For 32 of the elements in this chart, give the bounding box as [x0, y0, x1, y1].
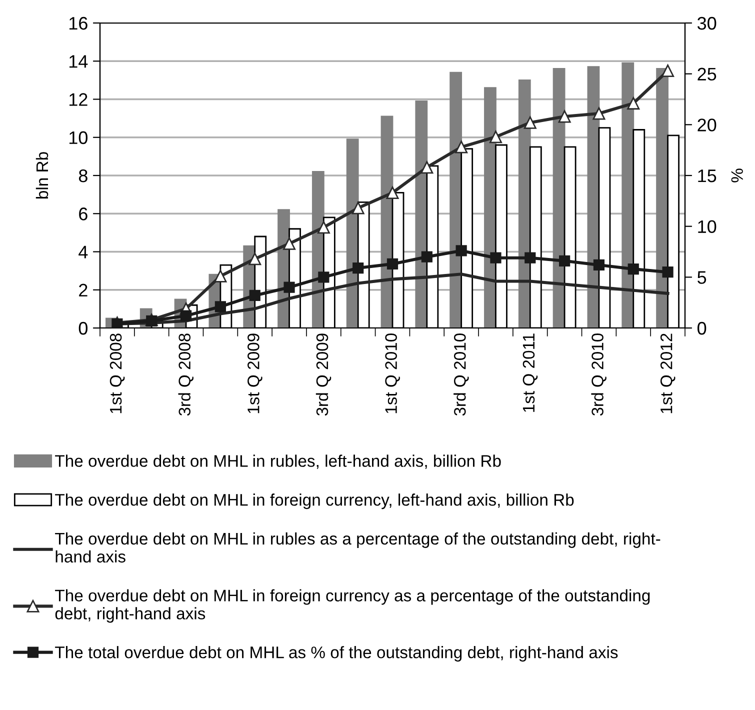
legend-label: The total overdue debt on MHL as % of the outstanding debt, right-hand axis [55, 646, 618, 662]
legend-label: The overdue debt on MHL in rubles as a percentage of the outstanding debt, right- hand axis [55, 532, 660, 563]
x-tick-label: 1st Q 2010 [385, 334, 400, 414]
y-tick-label: 2 [79, 284, 88, 296]
y2-tick-label: 10 [698, 220, 716, 234]
x-tick-label: 3rd Q 2008 [178, 334, 194, 416]
x-tick-label: 3rd Q 2010 [454, 334, 469, 416]
x-tick-label: 1st Q 2011 [522, 334, 538, 412]
y2-tick-label: 5 [698, 271, 706, 284]
y2-tick-label: 20 [698, 118, 716, 132]
y-tick-label: 10 [69, 131, 88, 144]
y-tick-label: 14 [69, 55, 88, 68]
y-tick-label: 6 [79, 208, 88, 220]
x-tick-label: 1st Q 2009 [248, 334, 262, 414]
y2-tick-label: 30 [697, 16, 716, 30]
x-tick-label: 1st Q 2012 [660, 334, 676, 414]
y2-tick-label: 0 [698, 322, 706, 335]
x-tick-label: 1st Q 2008 [110, 334, 125, 414]
y-tick-label: 8 [78, 169, 88, 182]
y-axis-title: bln Rb [36, 152, 48, 199]
legend-label: The overdue debt on MHL in foreign currency as a percentage of the outstanding debt, right-hand axis [55, 589, 650, 623]
y2-tick-label: 15 [698, 170, 716, 182]
y2-axis-title: % [731, 168, 743, 182]
x-tick-label: 3rd Q 2010 [591, 334, 606, 416]
x-tick-label: 3rd Q 2009 [316, 334, 332, 416]
y-tick-label: 16 [69, 16, 88, 30]
y-tick-label: 12 [69, 93, 88, 106]
legend-label: The overdue debt on MHL in foreign currency, left-hand axis, billion Rb [55, 494, 574, 510]
y-tick-label: 0 [78, 322, 88, 335]
legend-label: The overdue debt on MHL in rubles, left-hand axis, billion Rb [55, 454, 501, 469]
y-tick-label: 4 [78, 246, 88, 258]
y2-tick-label: 25 [698, 68, 716, 81]
